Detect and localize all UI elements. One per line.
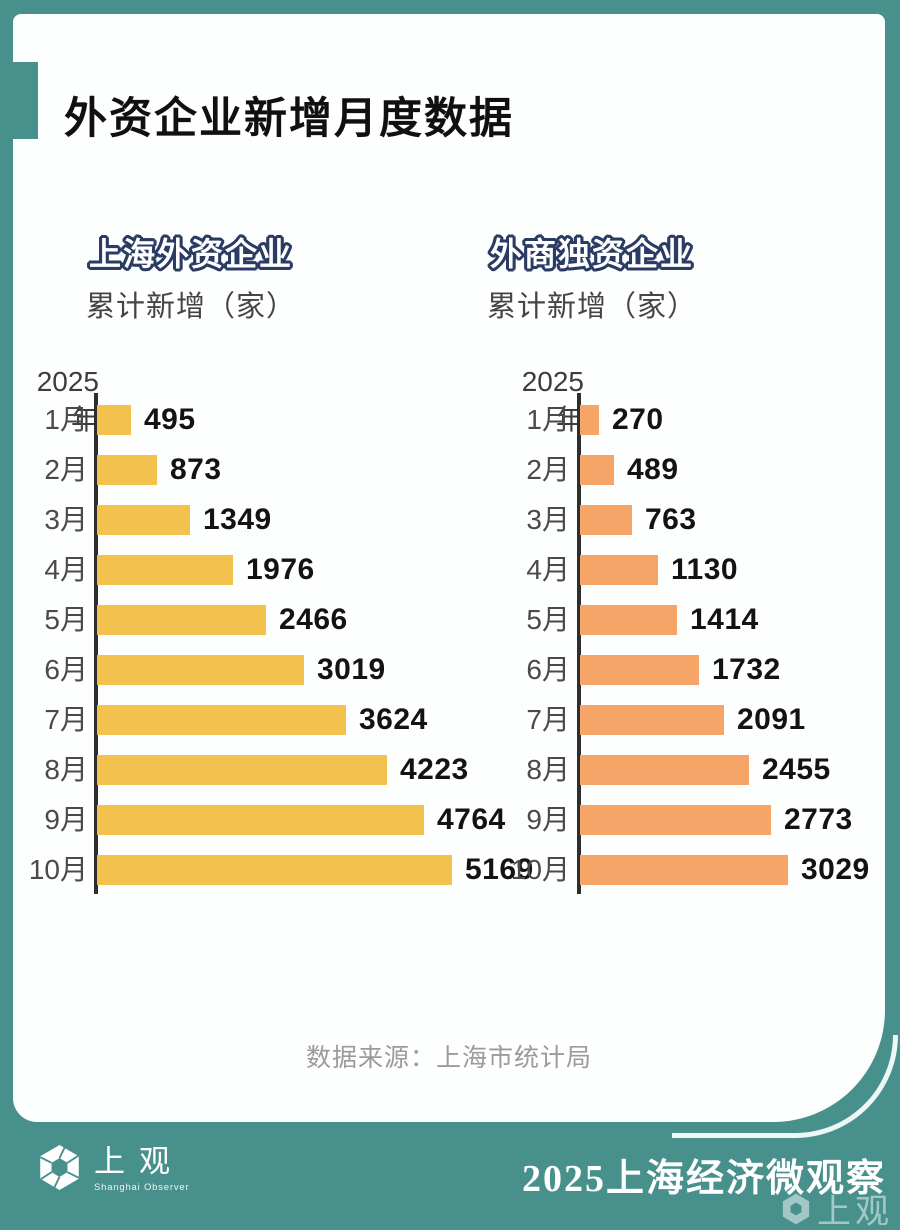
watermark: 上观 (780, 1184, 893, 1230)
chart2-subtitle: 累计新增（家） (486, 291, 697, 323)
chart2-title: 外商独资企业 (489, 236, 694, 272)
month-label: 8月 (44, 754, 88, 785)
content-card: 外资企业新增月度数据 上海外资企业 外商独资企业 累计新增（家） 累计新增（家）… (13, 14, 885, 1122)
bar (97, 605, 266, 635)
month-label: 1月 (44, 404, 88, 435)
value-label: 1976 (246, 553, 315, 586)
value-label: 1349 (203, 503, 272, 536)
chart2-title-badge: 外商独资企业 (466, 229, 718, 275)
month-label: 2月 (44, 454, 88, 485)
bar (580, 505, 632, 535)
chart2-y-axis (577, 393, 581, 894)
chart2-bars: 1月 270 2月 489 3月 763 4月 1130 5月 1414 6月 1732 7月 2091 8… (13, 14, 885, 1122)
value-label: 489 (627, 453, 679, 486)
value-label: 1414 (690, 603, 759, 636)
footer-title: 2025上海经济微观察 (521, 1158, 886, 1200)
month-label: 9月 (44, 804, 88, 835)
month-label: 6月 (526, 654, 570, 685)
month-label: 5月 (526, 604, 570, 635)
month-label: 2月 (526, 454, 570, 485)
month-label: 7月 (44, 704, 88, 735)
bar (580, 555, 658, 585)
value-label: 763 (645, 503, 697, 536)
bar (97, 755, 387, 785)
aperture-hexagon-icon (39, 1144, 80, 1191)
value-label: 1130 (671, 553, 739, 586)
bar (580, 705, 724, 735)
bar (580, 855, 788, 885)
value-label: 1732 (712, 653, 781, 686)
month-label: 4月 (44, 554, 88, 585)
bar (97, 805, 424, 835)
value-label: 4223 (400, 753, 469, 786)
brand-text: 上观 Shanghai Observer (94, 1144, 189, 1193)
month-label: 10月 (28, 854, 88, 885)
watermark-text: 上观 (817, 1194, 893, 1230)
month-label: 3月 (44, 504, 88, 535)
value-label: 3624 (359, 703, 428, 736)
value-label: 2466 (279, 603, 348, 636)
value-label: 2455 (762, 753, 831, 786)
corner-accent-line (672, 1035, 898, 1138)
month-label: 4月 (526, 554, 570, 585)
month-label: 3月 (526, 504, 570, 535)
bar (97, 705, 346, 735)
month-label: 1月 (526, 404, 570, 435)
bar (580, 405, 599, 435)
value-label: 270 (612, 403, 664, 436)
bar (580, 655, 699, 685)
value-label: 5169 (465, 853, 534, 886)
source-note: 数据来源：上海市统计局 (305, 1044, 592, 1072)
month-label: 10月 (510, 854, 570, 885)
value-label: 3029 (801, 853, 870, 886)
month-label: 8月 (526, 754, 570, 785)
bar (97, 505, 190, 535)
brand-logo: 上观 Shanghai Observer (36, 1144, 189, 1193)
value-label: 2773 (784, 803, 853, 836)
value-label: 4764 (437, 803, 506, 836)
brand-name: 上观 (94, 1144, 184, 1179)
bar (97, 405, 131, 435)
month-label: 6月 (44, 654, 88, 685)
value-label: 873 (170, 453, 222, 486)
bar (580, 755, 749, 785)
bar (97, 655, 304, 685)
page-title: 外资企业新增月度数据 (64, 95, 514, 143)
bar (580, 455, 614, 485)
chart1-title-badge: 上海外资企业 (65, 229, 317, 275)
bar (580, 805, 771, 835)
month-label: 9月 (526, 804, 570, 835)
month-label: 7月 (526, 704, 570, 735)
value-label: 495 (144, 403, 196, 436)
bar (97, 555, 233, 585)
value-label: 2091 (737, 703, 806, 736)
month-label: 5月 (44, 604, 88, 635)
chart1-y-axis (94, 393, 98, 894)
title-side-tab (13, 62, 38, 139)
bar (97, 455, 157, 485)
chart1-bars: 1月 495 2月 873 3月 1349 4月 1976 5月 2466 6月 3019 7月 3624… (13, 14, 885, 1122)
chart1-title: 上海外资企业 (88, 236, 293, 272)
bar (580, 605, 677, 635)
value-label: 3019 (317, 653, 386, 686)
bar (97, 855, 452, 885)
brand-subtitle: Shanghai Observer (94, 1182, 190, 1193)
watermark-aperture-icon (782, 1193, 810, 1224)
chart1-subtitle: 累计新增（家） (85, 291, 296, 323)
